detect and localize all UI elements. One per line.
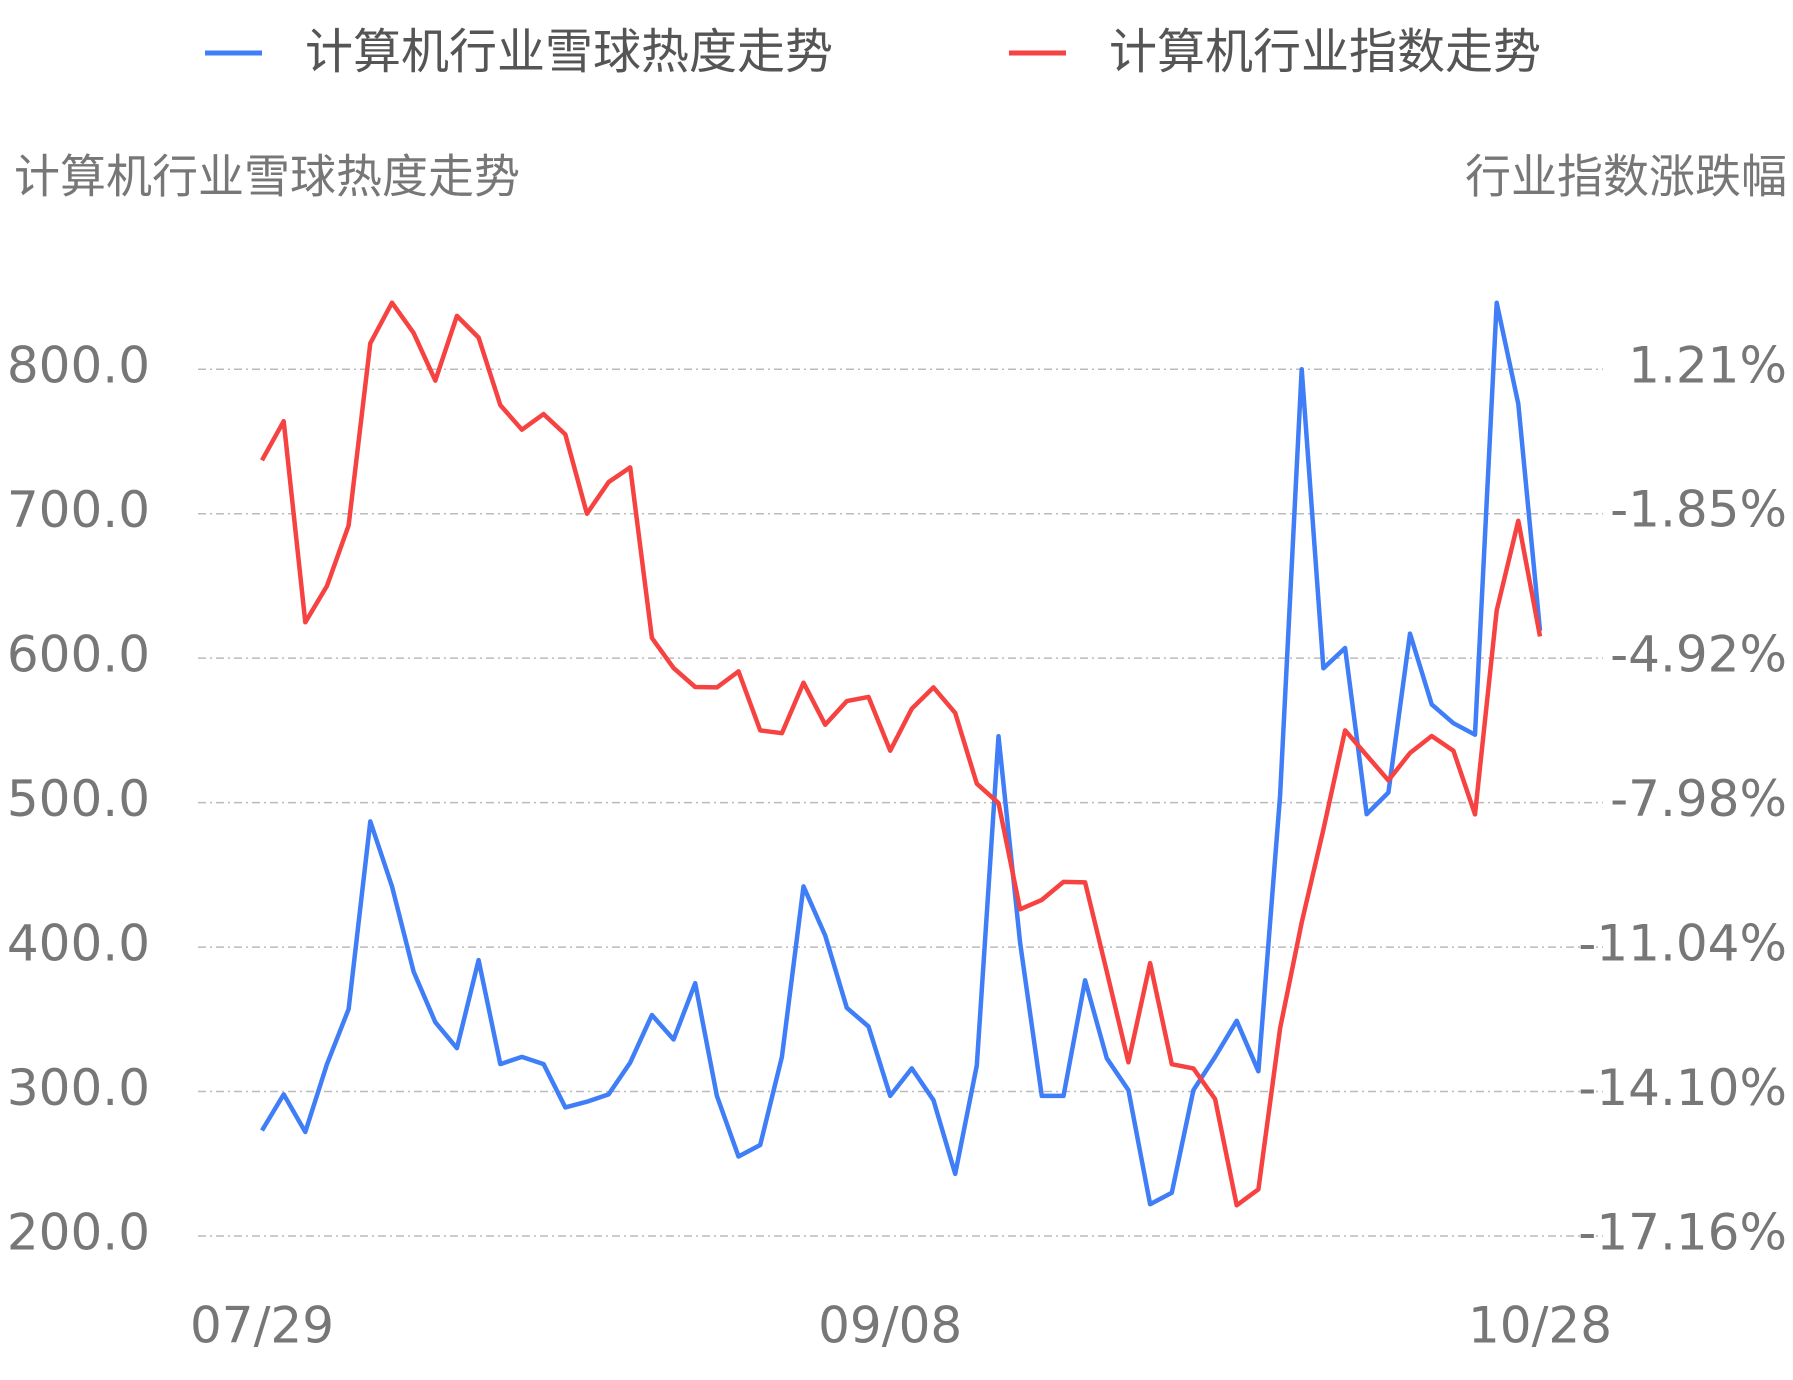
- y-tick-label: 200.0: [7, 1204, 150, 1262]
- x-tick-label: 09/08: [818, 1297, 962, 1355]
- y-tick-label: 700.0: [7, 481, 150, 539]
- series-line: [260, 300, 1543, 1208]
- y-tick-label: 300.0: [7, 1059, 150, 1117]
- series-line: [260, 300, 1543, 1207]
- y2-tick-label: -17.16%: [1578, 1204, 1787, 1262]
- y2-tick-label: 1.21%: [1628, 336, 1787, 394]
- y2-tick-label: -1.85%: [1610, 481, 1787, 539]
- legend-label: 计算机行业雪球热度走势: [305, 24, 833, 80]
- y2-tick-label: -7.98%: [1610, 770, 1787, 828]
- y2-axis-title: 行业指数涨跌幅: [1465, 150, 1787, 204]
- legend-label: 计算机行业指数走势: [1109, 24, 1541, 80]
- x-tick-label: 10/28: [1468, 1297, 1612, 1355]
- y-tick-label: 600.0: [7, 626, 150, 684]
- y-tick-label: 400.0: [7, 915, 150, 973]
- y-tick-label: 500.0: [7, 770, 150, 828]
- x-tick-label: 07/29: [190, 1297, 334, 1355]
- y2-tick-label: -4.92%: [1610, 626, 1787, 684]
- y-tick-label: 800.0: [7, 337, 150, 395]
- y2-tick-label: -14.10%: [1578, 1059, 1787, 1117]
- y2-tick-label: -11.04%: [1578, 915, 1787, 973]
- y-axis-title: 计算机行业雪球热度走势: [14, 150, 520, 204]
